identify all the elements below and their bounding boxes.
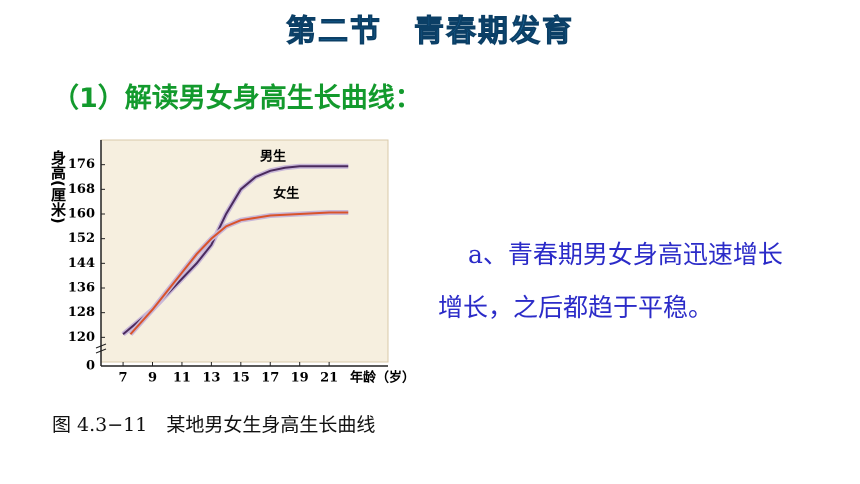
title: 第二节 青春期发育 — [286, 14, 574, 50]
line — [129, 211, 349, 335]
annotation: 男生 — [260, 148, 286, 164]
y-axis-label: 身高(厘米) — [49, 150, 67, 224]
x-tick-label: 9 — [148, 371, 157, 386]
x-tick-label: 13 — [202, 371, 220, 386]
y-tick-label: 0 — [86, 359, 95, 374]
y-tick-label: 160 — [68, 207, 95, 222]
x-tick-label: 17 — [261, 371, 279, 386]
plot-area — [100, 139, 389, 363]
x-tick-label: 19 — [291, 371, 309, 386]
y-tick-label: 128 — [68, 305, 95, 320]
caption: 图 4.3−11 某地男女生身高生长曲线 — [52, 414, 376, 436]
y-tick-label: 120 — [68, 330, 95, 345]
annotation: 女生 — [273, 185, 299, 201]
y-tick-label: 168 — [68, 182, 95, 197]
subtitle: （1）解读男女身高生长曲线： — [52, 83, 422, 114]
y-tick-label: 152 — [68, 231, 95, 246]
y-tick-label: 144 — [68, 256, 95, 271]
body-line: a、青春期男女身高迅速增长 — [468, 240, 783, 269]
body-line: 增长，之后都趋于平稳。 — [438, 293, 714, 322]
y-tick-label: 176 — [68, 157, 95, 172]
x-tick-label: 21 — [320, 371, 338, 386]
x-tick-label: 11 — [173, 371, 191, 386]
y-tick-label: 136 — [68, 281, 95, 296]
x-tick-label: 7 — [119, 371, 128, 386]
x-axis-label: 年龄（岁） — [350, 370, 415, 386]
axis-break — [95, 343, 107, 354]
x-tick-label: 15 — [232, 371, 250, 386]
